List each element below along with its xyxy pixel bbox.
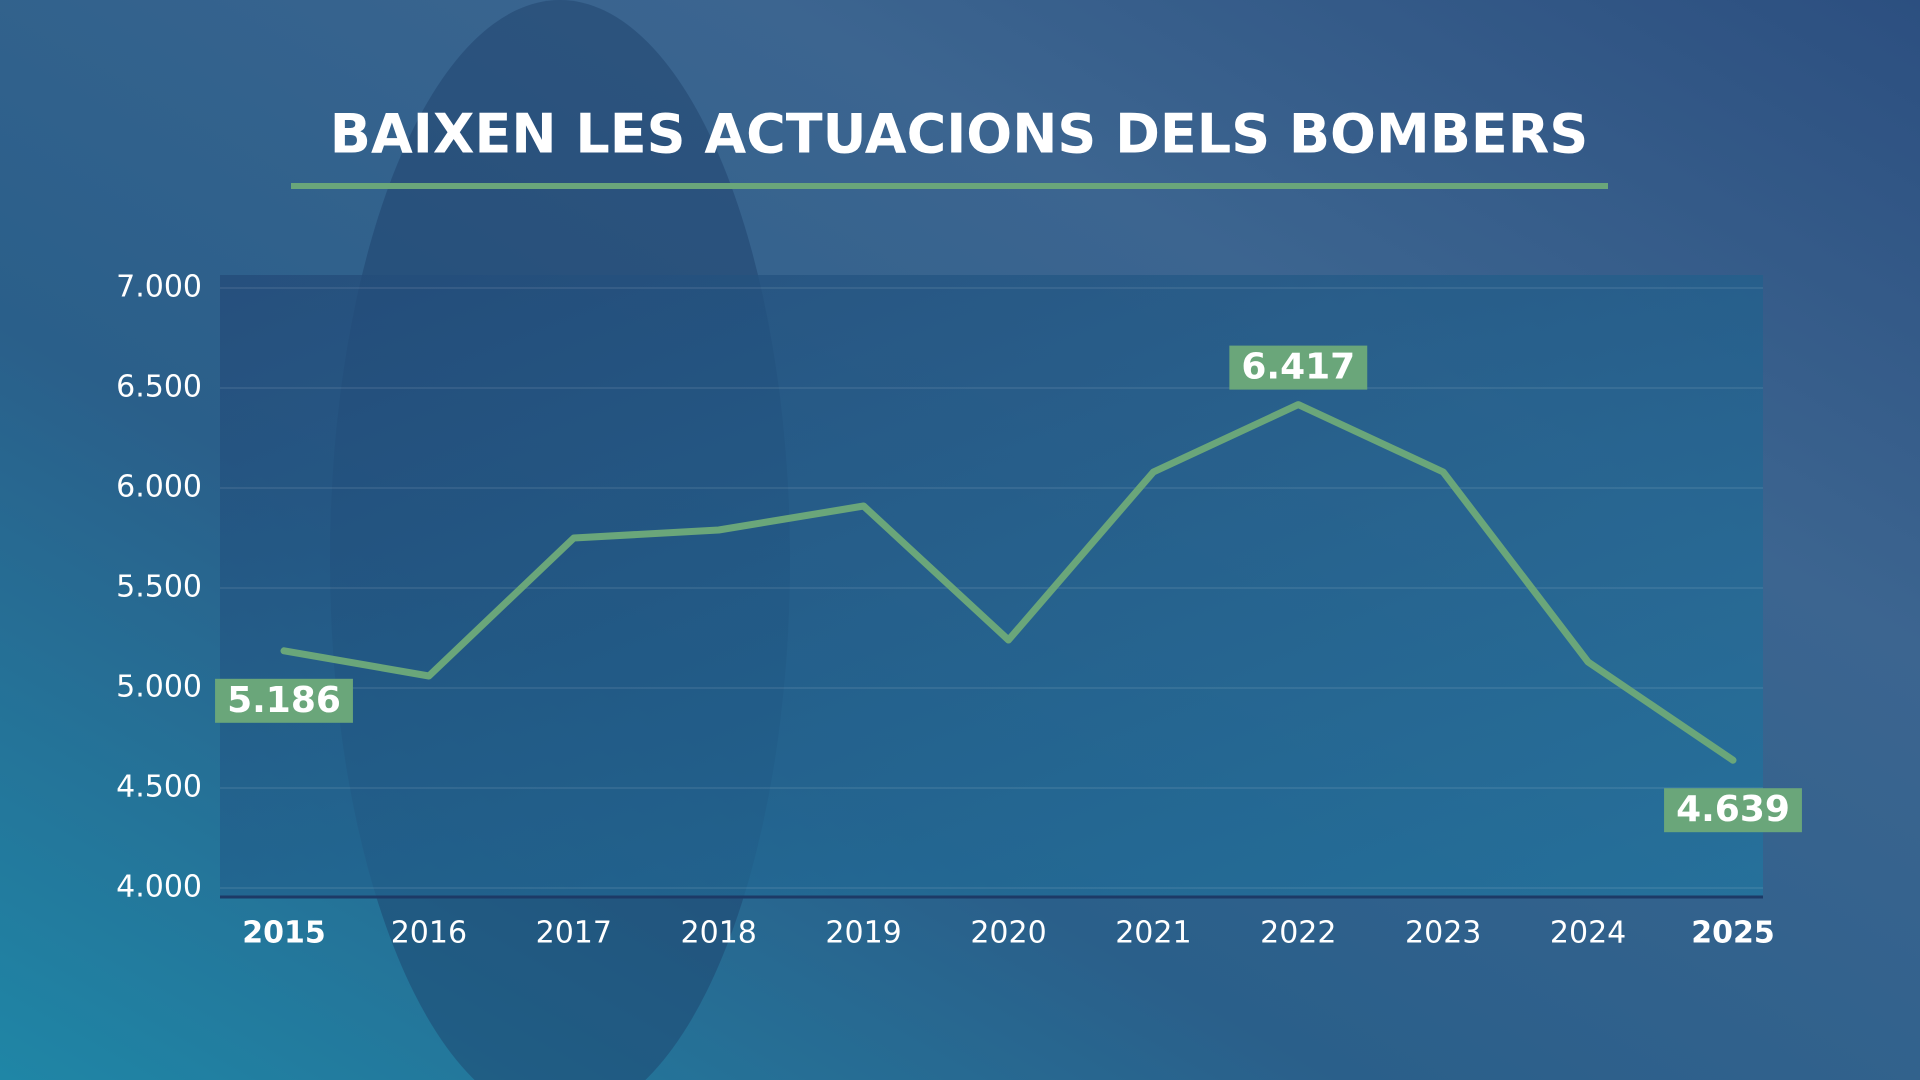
x-tick-label: 2022	[1260, 916, 1336, 951]
x-tick-label: 2020	[970, 916, 1046, 951]
y-tick-label: 6.500	[116, 370, 202, 405]
y-tick-label: 5.000	[116, 670, 202, 705]
y-tick-label: 4.500	[116, 770, 202, 805]
x-tick-label: 2024	[1550, 916, 1626, 951]
x-tick-label: 2019	[825, 916, 901, 951]
x-tick-label: 2016	[391, 916, 467, 951]
x-tick-label: 2017	[536, 916, 612, 951]
value-label-box	[215, 678, 353, 723]
x-tick-label: 2023	[1405, 916, 1481, 951]
value-label: 4.639	[1676, 789, 1790, 830]
value-label-box	[1664, 788, 1802, 833]
y-tick-label: 6.000	[116, 470, 202, 505]
x-tick-label: 2015	[242, 916, 326, 951]
y-tick-label: 5.500	[116, 570, 202, 605]
chart-title: BAIXEN LES ACTUACIONS DELS BOMBERS	[330, 103, 1588, 166]
value-label: 5.186	[227, 680, 341, 721]
y-tick-label: 7.000	[116, 270, 202, 305]
y-tick-label: 4.000	[116, 870, 202, 905]
x-tick-label: 2025	[1691, 916, 1775, 951]
x-tick-label: 2018	[681, 916, 757, 951]
x-tick-label: 2021	[1115, 916, 1191, 951]
plot-area	[220, 275, 1763, 896]
value-label: 6.417	[1241, 347, 1355, 388]
data-line	[280, 401, 1737, 764]
value-label-box	[1229, 345, 1368, 390]
